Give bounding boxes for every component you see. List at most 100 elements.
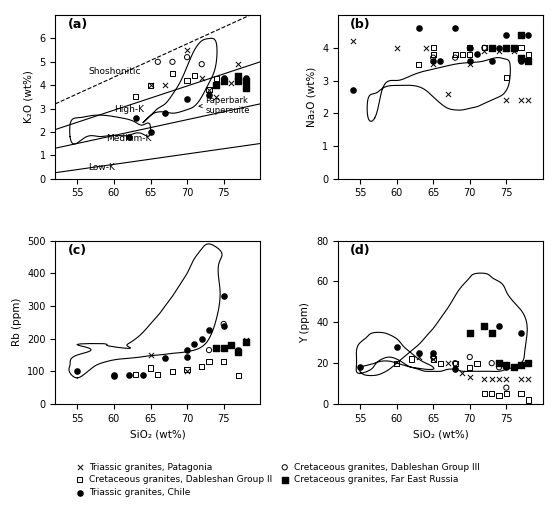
Point bbox=[161, 81, 170, 89]
Point bbox=[124, 371, 133, 379]
Point bbox=[241, 338, 250, 346]
Point bbox=[241, 83, 250, 91]
Point bbox=[183, 346, 192, 354]
Point bbox=[204, 326, 213, 334]
Point bbox=[465, 60, 474, 68]
Point bbox=[212, 74, 221, 82]
Point bbox=[509, 44, 518, 52]
Point bbox=[110, 372, 119, 380]
Point bbox=[451, 24, 460, 32]
Point bbox=[429, 54, 438, 62]
Point bbox=[219, 76, 228, 84]
Point bbox=[197, 335, 206, 343]
Text: High-K: High-K bbox=[114, 105, 144, 114]
Point bbox=[131, 93, 140, 101]
Point bbox=[146, 351, 155, 359]
Point bbox=[168, 58, 177, 66]
Point bbox=[473, 50, 481, 59]
Point bbox=[234, 72, 243, 80]
Point bbox=[524, 57, 533, 65]
Point bbox=[204, 346, 213, 354]
Point bbox=[146, 81, 155, 89]
Point bbox=[516, 96, 525, 104]
Point bbox=[183, 366, 192, 374]
Point bbox=[480, 375, 489, 383]
Point bbox=[429, 355, 438, 363]
Point bbox=[146, 364, 155, 372]
Point bbox=[234, 371, 243, 379]
Y-axis label: K₂O (wt%): K₂O (wt%) bbox=[24, 70, 34, 123]
Point bbox=[516, 361, 525, 369]
Point bbox=[241, 79, 250, 87]
Point bbox=[183, 95, 192, 103]
Point bbox=[465, 44, 474, 52]
Point bbox=[495, 363, 504, 371]
Point bbox=[480, 322, 489, 330]
Point bbox=[168, 70, 177, 78]
Point bbox=[219, 322, 228, 330]
Point bbox=[219, 76, 228, 84]
Point bbox=[502, 384, 511, 392]
Point bbox=[168, 367, 177, 375]
Point bbox=[219, 320, 228, 328]
Point bbox=[73, 367, 82, 375]
Point bbox=[509, 363, 518, 371]
Point bbox=[190, 339, 199, 347]
Point bbox=[488, 57, 496, 65]
Point bbox=[227, 341, 235, 349]
Point bbox=[429, 60, 438, 68]
Point bbox=[422, 44, 430, 52]
Point bbox=[451, 359, 460, 367]
Point bbox=[480, 322, 489, 330]
Point bbox=[234, 347, 243, 356]
Point bbox=[516, 44, 525, 52]
Point bbox=[451, 50, 460, 59]
Point bbox=[414, 60, 423, 68]
Point bbox=[219, 292, 228, 300]
Point bbox=[131, 114, 140, 122]
Y-axis label: Rb (ppm): Rb (ppm) bbox=[12, 298, 22, 346]
Point bbox=[234, 346, 243, 354]
Point bbox=[204, 86, 213, 94]
Point bbox=[488, 44, 496, 52]
Point bbox=[443, 89, 452, 97]
Point bbox=[524, 31, 533, 39]
Text: Medium-K: Medium-K bbox=[106, 134, 152, 143]
Text: (c): (c) bbox=[68, 244, 87, 257]
Point bbox=[161, 109, 170, 117]
Point bbox=[451, 365, 460, 373]
Text: Paperbark
supersuite: Paperbark supersuite bbox=[199, 96, 250, 115]
Point bbox=[502, 363, 511, 371]
Point bbox=[392, 44, 401, 52]
Point bbox=[414, 353, 423, 361]
Text: Low-K: Low-K bbox=[88, 163, 115, 172]
Text: Shoshonitic: Shoshonitic bbox=[88, 67, 141, 76]
Point bbox=[234, 76, 243, 84]
Point bbox=[204, 90, 213, 98]
Y-axis label: Y (ppm): Y (ppm) bbox=[300, 302, 310, 343]
Point bbox=[465, 44, 474, 52]
Point bbox=[204, 358, 213, 366]
Point bbox=[516, 31, 525, 39]
Point bbox=[488, 359, 496, 367]
Point bbox=[436, 57, 445, 65]
Point bbox=[458, 369, 467, 377]
Point bbox=[146, 128, 155, 136]
Point bbox=[516, 375, 525, 383]
Point bbox=[146, 81, 155, 89]
Point bbox=[227, 79, 235, 87]
Point bbox=[219, 74, 228, 82]
Point bbox=[234, 346, 243, 354]
Point bbox=[502, 361, 511, 369]
Point bbox=[451, 359, 460, 367]
Point bbox=[480, 44, 489, 52]
Point bbox=[124, 132, 133, 140]
Point bbox=[495, 375, 504, 383]
Point bbox=[234, 72, 243, 80]
X-axis label: SiO₂ (wt%): SiO₂ (wt%) bbox=[130, 429, 186, 439]
Point bbox=[429, 57, 438, 65]
Point bbox=[429, 44, 438, 52]
Point bbox=[197, 74, 206, 82]
Point bbox=[153, 371, 162, 379]
Point bbox=[429, 50, 438, 59]
